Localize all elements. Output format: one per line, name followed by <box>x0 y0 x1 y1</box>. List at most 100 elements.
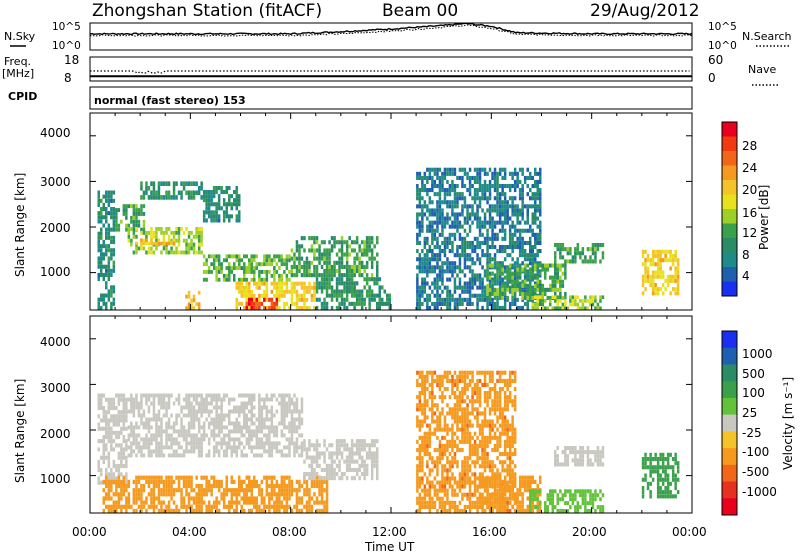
velocity-cell <box>105 414 108 419</box>
power-cell <box>641 274 645 279</box>
velocity-cell <box>110 479 113 484</box>
power-cell <box>498 167 502 172</box>
power-cell <box>471 220 474 225</box>
power-cell <box>526 305 529 310</box>
velocity-cell <box>225 449 228 454</box>
power-cell <box>197 290 201 295</box>
velocity-cell <box>250 401 253 406</box>
power-cell <box>423 212 427 217</box>
velocity-cell <box>260 492 264 497</box>
power-cell <box>534 208 537 213</box>
power-cell <box>318 260 321 265</box>
power-cell <box>651 249 655 254</box>
velocity-cell <box>273 429 276 434</box>
power-cell <box>338 240 341 245</box>
power-cell <box>458 297 462 302</box>
velocity-cell <box>293 429 296 434</box>
velocity-cell <box>248 479 251 484</box>
power-ylabel: Slant Range [km] <box>13 173 27 277</box>
velocity-cell <box>463 407 467 412</box>
velocity-cell <box>177 397 181 402</box>
power-cell <box>534 179 537 184</box>
velocity-cell <box>426 378 429 383</box>
velocity-cell <box>253 421 256 426</box>
velocity-cell <box>157 425 161 430</box>
velocity-cell <box>270 496 274 501</box>
velocity-cell <box>212 475 216 480</box>
velocity-cell <box>230 449 233 454</box>
power-cell <box>496 196 499 201</box>
power-cell <box>273 285 276 290</box>
velocity-cell <box>160 492 163 497</box>
power-cell <box>451 171 454 176</box>
power-cell <box>458 167 462 172</box>
velocity-cell <box>443 468 447 473</box>
power-cell <box>453 281 457 286</box>
velocity-cell <box>110 397 113 402</box>
velocity-cell <box>441 411 444 416</box>
velocity-cell <box>142 488 146 493</box>
velocity-cell <box>167 405 171 410</box>
power-cell <box>150 230 153 235</box>
power-cell <box>110 207 113 212</box>
power-cell <box>300 293 304 298</box>
power-cell <box>258 305 261 310</box>
velocity-cell <box>102 410 105 415</box>
power-cell <box>238 198 241 203</box>
velocity-cell <box>360 447 364 452</box>
power-cell <box>531 204 534 209</box>
velocity-cell <box>155 417 158 422</box>
power-cell <box>421 249 424 254</box>
velocity-cell <box>376 467 379 472</box>
velocity-cell <box>376 463 379 468</box>
velocity-cell <box>466 415 469 420</box>
power-cell <box>518 208 522 213</box>
velocity-cell <box>147 409 151 414</box>
power-cell <box>496 297 499 302</box>
power-cell <box>328 281 331 286</box>
power-cell <box>325 301 329 306</box>
power-cell <box>664 278 667 283</box>
velocity-cell <box>323 488 326 493</box>
velocity-cell <box>228 433 231 438</box>
power-cell <box>207 266 211 270</box>
power-cell <box>338 289 341 294</box>
velocity-cell <box>192 397 196 402</box>
power-cell <box>310 248 314 253</box>
velocity-cell <box>345 476 349 481</box>
power-cell <box>651 287 655 292</box>
power-cell <box>355 301 359 306</box>
power-cell <box>235 190 238 195</box>
power-cell <box>529 295 532 300</box>
velocity-cell <box>238 429 241 434</box>
power-cell <box>165 241 168 246</box>
power-cell <box>130 242 133 247</box>
velocity-cell <box>127 483 131 489</box>
power-cell <box>110 235 113 240</box>
power-cell <box>192 298 196 303</box>
velocity-cell <box>132 441 136 446</box>
velocity-cell <box>358 451 361 456</box>
power-cell <box>466 220 469 225</box>
power-cell <box>135 246 138 251</box>
power-cell <box>318 256 321 261</box>
power-cell <box>112 219 116 224</box>
velocity-cell <box>172 449 176 454</box>
velocity-cell <box>355 447 359 452</box>
velocity-cell <box>215 405 218 410</box>
power-cell <box>343 289 346 294</box>
power-cell <box>456 273 459 278</box>
power-cell <box>215 270 218 274</box>
power-cell <box>651 274 655 279</box>
velocity-cell <box>300 496 304 501</box>
velocity-cell <box>461 411 464 416</box>
power-cell <box>511 245 514 250</box>
velocity-cell <box>303 504 306 509</box>
power-cell <box>358 260 361 265</box>
velocity-cell <box>376 459 379 464</box>
velocity-cell <box>313 459 316 464</box>
power-cell <box>416 273 419 278</box>
power-cell <box>426 297 429 302</box>
power-cell <box>263 297 266 302</box>
power-cell <box>559 247 562 252</box>
